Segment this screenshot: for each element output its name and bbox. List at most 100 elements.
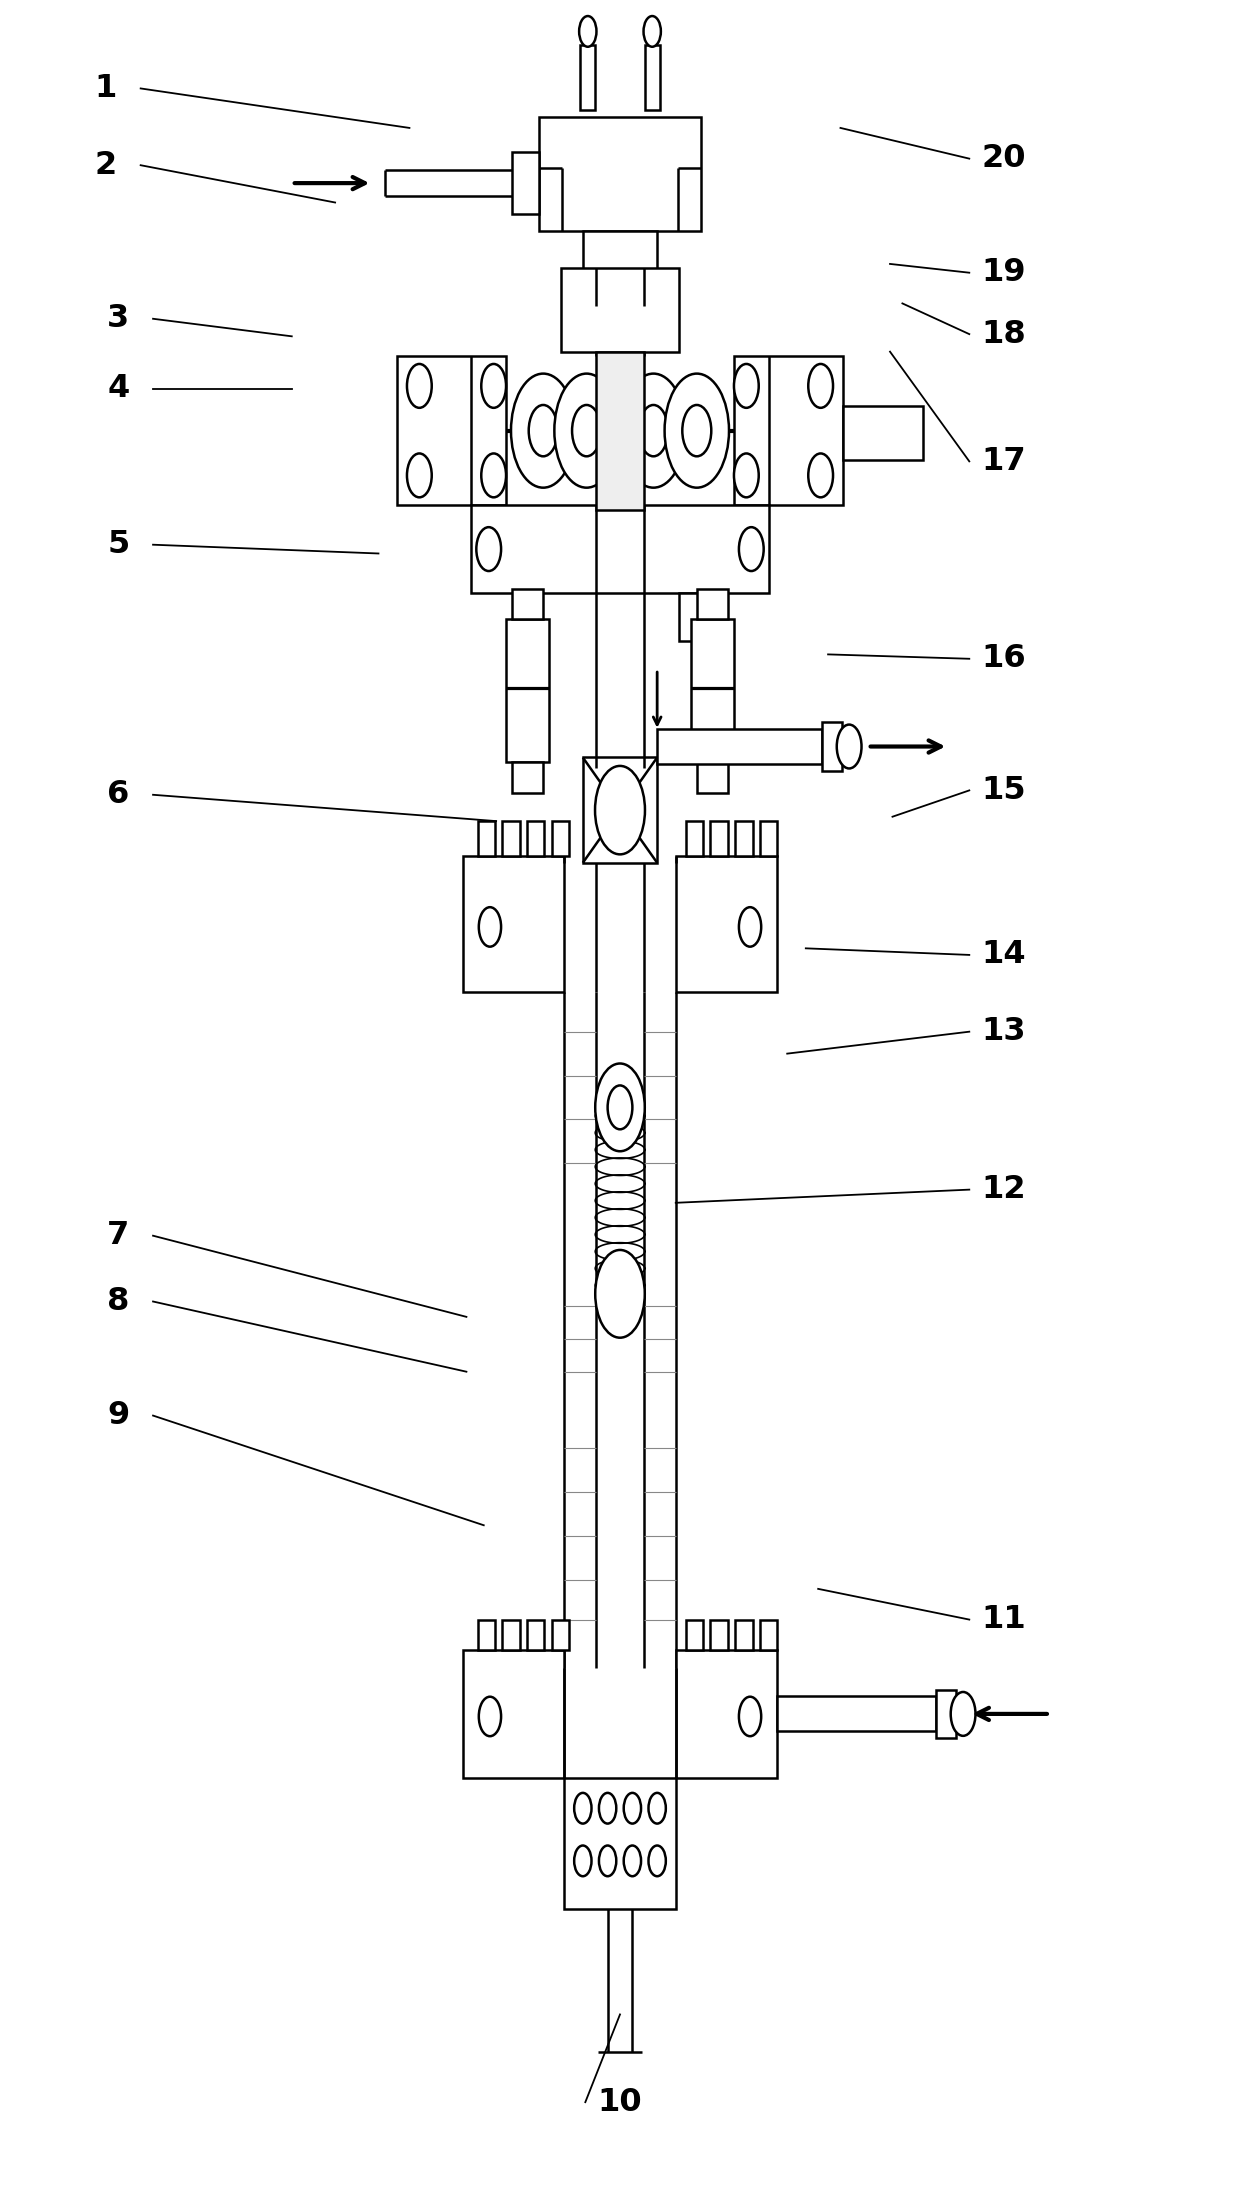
Text: 10: 10 (598, 2087, 642, 2118)
Text: 5: 5 (107, 529, 129, 560)
Circle shape (595, 766, 645, 854)
Bar (552, 1620, 569, 1651)
Bar (463, 856, 564, 992)
Text: 13: 13 (982, 1016, 1027, 1047)
Circle shape (649, 1793, 666, 1824)
Text: 6: 6 (107, 779, 129, 810)
Bar (506, 619, 549, 762)
Bar (502, 1620, 520, 1651)
Bar (734, 356, 843, 505)
Bar (822, 722, 842, 770)
Circle shape (481, 454, 506, 498)
Bar (697, 588, 728, 619)
Bar (657, 729, 822, 764)
Circle shape (624, 1793, 641, 1824)
Circle shape (644, 15, 661, 46)
Circle shape (808, 454, 833, 498)
Bar (691, 619, 734, 762)
Text: 2: 2 (94, 149, 117, 180)
Circle shape (624, 1846, 641, 1877)
Bar (569, 279, 671, 305)
Bar (397, 356, 506, 505)
Bar (527, 821, 544, 856)
Bar (843, 406, 924, 461)
Bar (471, 505, 769, 593)
Circle shape (739, 1697, 761, 1736)
Bar (512, 588, 543, 619)
Text: 15: 15 (982, 775, 1027, 806)
Bar (463, 1651, 564, 1778)
Circle shape (739, 527, 764, 571)
Bar (583, 757, 657, 863)
Bar (512, 762, 543, 792)
Bar (477, 1620, 495, 1651)
Circle shape (481, 364, 506, 408)
Bar (676, 1651, 777, 1778)
Circle shape (572, 404, 601, 457)
Circle shape (599, 1793, 616, 1824)
Text: 16: 16 (982, 643, 1027, 674)
Circle shape (574, 1793, 591, 1824)
Circle shape (837, 724, 862, 768)
Bar (552, 821, 569, 856)
Text: 18: 18 (982, 318, 1027, 349)
Bar (686, 821, 703, 856)
Text: 14: 14 (982, 939, 1027, 970)
Bar (760, 1620, 777, 1651)
Circle shape (476, 527, 501, 571)
Text: 8: 8 (107, 1286, 129, 1317)
Bar (686, 1620, 703, 1651)
Bar (936, 1690, 956, 1738)
Bar (676, 856, 777, 992)
Text: 19: 19 (982, 257, 1027, 288)
Bar (564, 1778, 676, 1910)
Circle shape (608, 1087, 632, 1128)
Bar (760, 821, 777, 856)
Text: 4: 4 (107, 373, 129, 404)
Bar (645, 44, 660, 110)
Bar (580, 44, 595, 110)
Text: 12: 12 (982, 1174, 1027, 1205)
Circle shape (595, 1249, 645, 1337)
Bar (512, 151, 539, 213)
Text: 11: 11 (982, 1605, 1027, 1635)
Bar (777, 1697, 936, 1732)
Text: 1: 1 (94, 72, 117, 103)
Bar (596, 351, 644, 509)
Text: 7: 7 (107, 1220, 129, 1251)
Bar (735, 1620, 753, 1651)
Circle shape (739, 907, 761, 946)
Bar (711, 1620, 728, 1651)
Bar (697, 762, 728, 792)
Text: 3: 3 (108, 303, 129, 334)
Bar (562, 268, 678, 351)
Bar (711, 821, 728, 856)
Bar (583, 230, 657, 279)
Circle shape (595, 1065, 645, 1150)
Circle shape (528, 404, 558, 457)
Text: 17: 17 (982, 446, 1027, 476)
Bar (502, 821, 520, 856)
Circle shape (639, 404, 668, 457)
Circle shape (734, 454, 759, 498)
Circle shape (407, 454, 432, 498)
Circle shape (951, 1692, 976, 1736)
Circle shape (734, 364, 759, 408)
Bar (527, 1620, 544, 1651)
Circle shape (579, 15, 596, 46)
Text: 9: 9 (108, 1400, 129, 1431)
Text: 20: 20 (982, 143, 1027, 173)
Circle shape (479, 907, 501, 946)
Bar (680, 593, 702, 641)
Circle shape (511, 373, 575, 487)
Circle shape (808, 364, 833, 408)
Circle shape (554, 373, 619, 487)
Circle shape (649, 1846, 666, 1877)
Circle shape (407, 364, 432, 408)
Circle shape (479, 1697, 501, 1736)
Bar (477, 821, 495, 856)
Bar (539, 116, 701, 230)
Circle shape (574, 1846, 591, 1877)
Circle shape (599, 1846, 616, 1877)
Circle shape (621, 373, 686, 487)
